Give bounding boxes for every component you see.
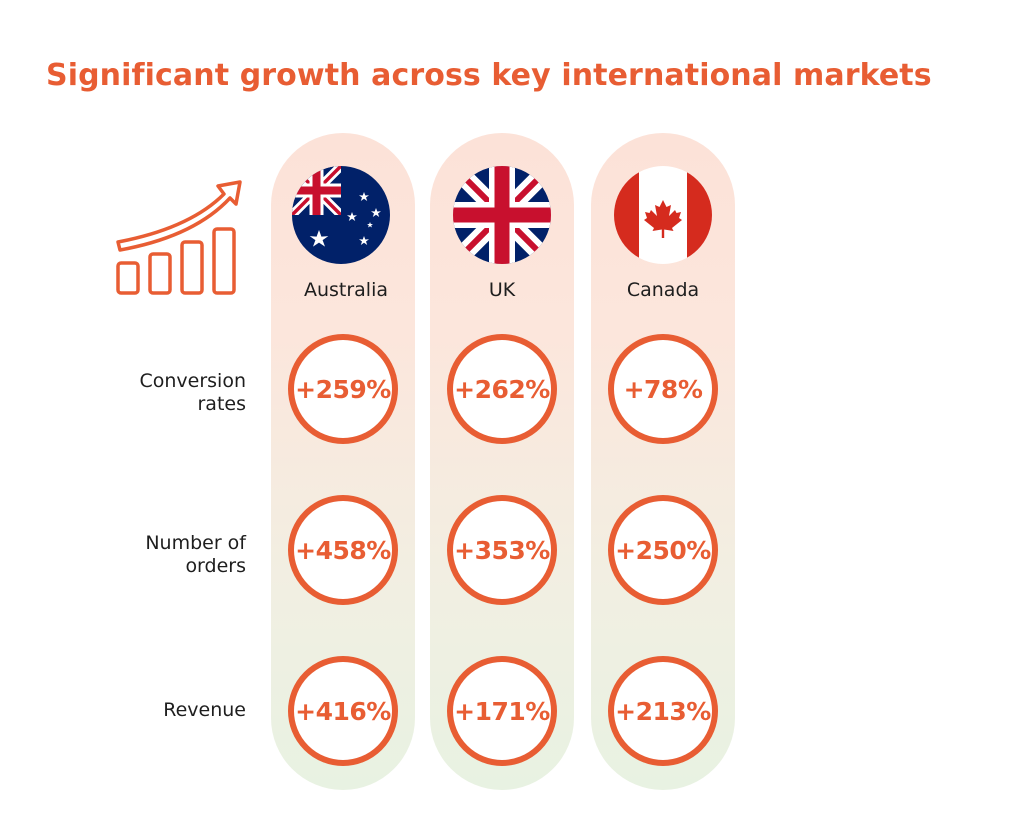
country-label-uk: UK: [488, 279, 516, 301]
canada-flag-icon: [614, 166, 712, 264]
row-label-line: rates: [197, 393, 247, 415]
metric-australia-revenue: +416%: [288, 656, 398, 766]
row-label-line: Conversion: [139, 370, 246, 392]
row-label-conversion-rates: Conversion rates: [56, 370, 246, 416]
country-label-australia: Australia: [303, 279, 389, 301]
row-label-line: orders: [185, 555, 246, 577]
row-label-line: Number of: [145, 532, 246, 554]
metric-canada-revenue: +213%: [608, 656, 718, 766]
row-label-number-of-orders: Number of orders: [56, 532, 246, 578]
row-label-line: Revenue: [163, 699, 246, 721]
metric-uk-conversion-rates: +262%: [447, 334, 557, 444]
row-label-revenue: Revenue: [56, 699, 246, 722]
metric-canada-number-of-orders: +250%: [608, 495, 718, 605]
page-title: Significant growth across key internatio…: [46, 58, 932, 93]
metric-canada-conversion-rates: +78%: [608, 334, 718, 444]
australia-flag-icon: [292, 166, 390, 264]
metric-australia-number-of-orders: +458%: [288, 495, 398, 605]
metric-uk-revenue: +171%: [447, 656, 557, 766]
metric-uk-number-of-orders: +353%: [447, 495, 557, 605]
growth-chart-arrow-icon: [116, 180, 242, 295]
metric-australia-conversion-rates: +259%: [288, 334, 398, 444]
uk-flag-icon: [453, 166, 551, 264]
country-label-canada: Canada: [626, 279, 700, 301]
